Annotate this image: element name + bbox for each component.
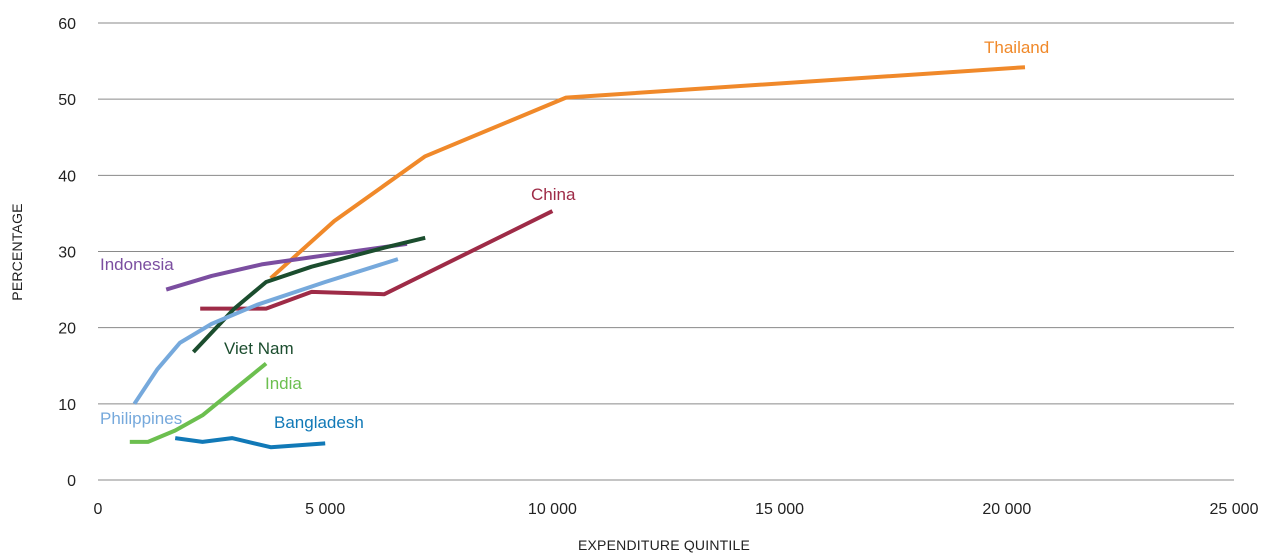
grid-layer	[98, 22, 1234, 481]
series-label-india: India	[265, 374, 302, 393]
series-label-viet-nam: Viet Nam	[224, 339, 294, 358]
y-axis-title: PERCENTAGE	[9, 203, 25, 300]
x-tick-label: 20 000	[982, 501, 1031, 518]
x-tick-label: 15 000	[755, 501, 804, 518]
y-tick-label: 60	[58, 16, 76, 33]
y-tick-label: 20	[58, 321, 76, 338]
series-line-philippines	[132, 257, 399, 405]
series-line-india	[129, 361, 268, 444]
x-axis-title: EXPENDITURE QUINTILE	[578, 537, 750, 553]
series-label-china: China	[531, 185, 576, 204]
y-tick-label: 10	[58, 397, 76, 414]
series-label-indonesia: Indonesia	[100, 255, 174, 274]
axis-layer: 0 10 20 30 40 50 60 0 5 000 10 000 15 000 20 000 25 …	[58, 16, 1258, 518]
series-layer	[129, 65, 1026, 450]
series-line-bangladesh	[174, 436, 326, 450]
series-line-thailand	[269, 65, 1026, 280]
series-label-thailand: Thailand	[984, 38, 1049, 57]
x-tick-label: 5 000	[305, 501, 345, 518]
series-line-indonesia	[165, 241, 408, 292]
series-label-philippines: Philippines	[100, 409, 182, 428]
x-tick-label: 0	[94, 501, 103, 518]
y-tick-label: 30	[58, 245, 76, 262]
series-label-bangladesh: Bangladesh	[274, 413, 364, 432]
x-tick-label: 10 000	[528, 501, 577, 518]
x-tick-label: 25 000	[1210, 501, 1259, 518]
label-layer: Thailand China Indonesia Viet Nam Philippine…	[100, 38, 1049, 432]
y-tick-label: 50	[58, 92, 76, 109]
y-tick-label: 40	[58, 168, 76, 185]
series-line-viet-nam	[191, 235, 426, 354]
y-tick-label: 0	[67, 473, 76, 490]
